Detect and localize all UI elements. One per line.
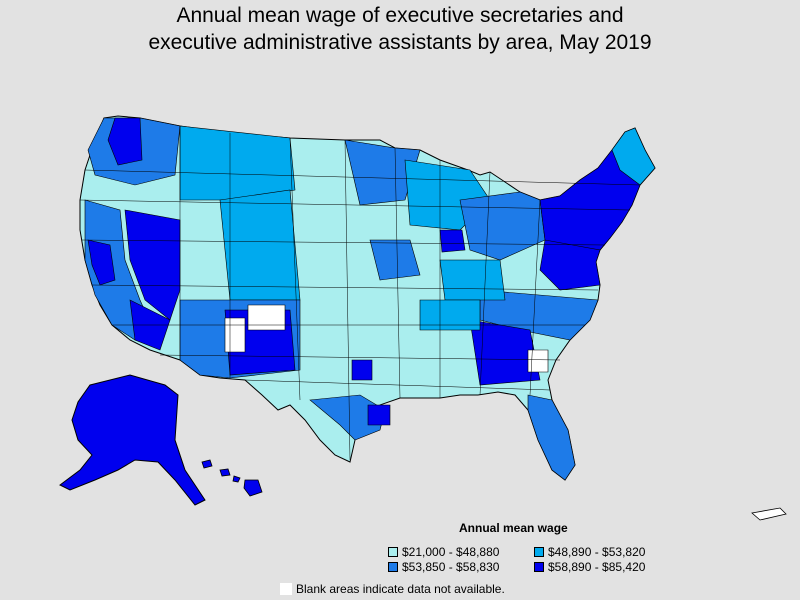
legend-swatch-4	[534, 562, 544, 572]
region-maine	[611, 127, 656, 186]
legend-item-2: $48,890 - $53,820	[534, 545, 645, 559]
na-note: Blank areas indicate data not available.	[280, 582, 505, 596]
hawaii	[201, 459, 263, 497]
legend-item-1: $21,000 - $48,880	[388, 545, 499, 559]
region-houston	[367, 404, 391, 426]
alaska	[59, 374, 206, 506]
legend-swatch-1	[388, 547, 398, 557]
legend-swatch-2	[534, 547, 544, 557]
area-boundaries	[79, 126, 641, 461]
region-texas-metros	[351, 359, 373, 381]
puerto-rico	[751, 507, 787, 521]
region-nm-blank-2	[247, 304, 286, 331]
region-chicago	[439, 229, 466, 253]
region-nm-blank	[224, 317, 246, 353]
region-wyoming-colorado	[219, 189, 301, 301]
legend-item-4: $58,890 - $85,420	[534, 560, 645, 574]
legend-label-1: $21,000 - $48,880	[402, 545, 500, 559]
map-title: Annual mean wage of executive secretarie…	[0, 2, 800, 56]
region-tennessee	[419, 299, 481, 331]
region-mid-atlantic	[539, 239, 601, 291]
region-atlanta	[469, 319, 541, 386]
na-swatch	[280, 583, 292, 595]
region-midwest-2	[439, 259, 506, 301]
legend-label-2: $48,890 - $53,820	[548, 545, 646, 559]
region-seattle	[107, 117, 143, 166]
map-title-line-1: Annual mean wage of executive secretarie…	[176, 4, 624, 27]
na-note-text: Blank areas indicate data not available.	[296, 582, 505, 596]
legend-item-3: $53,850 - $58,830	[388, 560, 499, 574]
map-title-line-2: executive administrative assistants by a…	[148, 31, 652, 54]
legend-swatch-3	[388, 562, 398, 572]
region-florida	[527, 394, 576, 481]
region-idaho-montana	[179, 125, 296, 201]
region-sc-blank	[527, 349, 549, 373]
legend-title: Annual mean wage	[459, 521, 568, 535]
region-texas-south	[309, 394, 386, 441]
region-bay-area	[87, 239, 116, 286]
legend-label-4: $58,890 - $85,420	[548, 560, 646, 574]
legend-label-3: $53,850 - $58,830	[402, 560, 500, 574]
